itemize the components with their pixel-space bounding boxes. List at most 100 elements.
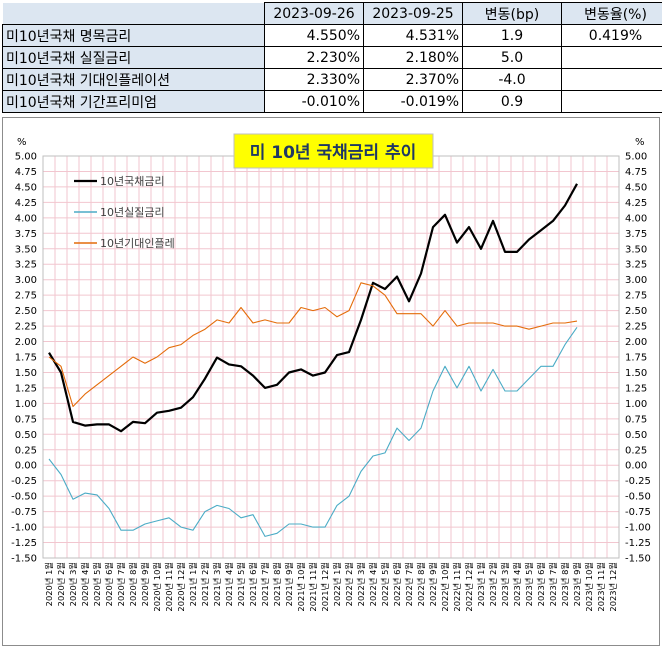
y-tick-label-left: 4.25 <box>15 198 37 209</box>
x-tick-label: 2023년 6월 <box>536 562 546 606</box>
table-cell <box>561 68 662 91</box>
series-line <box>48 183 578 433</box>
x-tick-label: 2022년 11월 <box>452 562 462 612</box>
x-tick-label: 2020년 11월 <box>164 562 174 612</box>
x-tick-label: 2020년 1월 <box>44 562 54 606</box>
table-cell: 2.230% <box>264 46 364 69</box>
table-cell: -0.019% <box>363 90 463 113</box>
x-tick-label: 2020년 7월 <box>116 562 126 606</box>
chart-container: 5.00 4.75 4.50 4.25 4.00 3.75 3.50 3.25 3.00 2.75… <box>2 117 660 646</box>
y-tick-label-right: 4.25 <box>625 198 647 209</box>
x-tick-label: 2021년 1월 <box>188 562 198 606</box>
y-tick-label-left: 1.25 <box>15 383 37 394</box>
y-tick-label-right: 3.75 <box>625 229 647 240</box>
y-tick-label-left: 3.00 <box>15 275 37 286</box>
table-header-row: 2023-09-26 2023-09-25 변동(bp) 변동율(%) <box>2 2 662 25</box>
x-tick-label: 2023년 2월 <box>488 562 498 606</box>
table-header-cell: 변동(bp) <box>462 2 562 25</box>
table-cell: 0.419% <box>561 24 662 47</box>
x-tick-label: 2020년 4월 <box>80 562 90 606</box>
y-tick-label-right: 5.00 <box>625 152 647 163</box>
table-row: 미10년국채 명목금리 4.550% 4.531% 1.9 0.419% <box>2 24 662 47</box>
y-tick-label-right: -1.25 <box>625 538 651 549</box>
x-tick-label: 2023년 9월 <box>572 562 582 606</box>
x-tick-label: 2022년 1월 <box>332 562 342 606</box>
table-cell <box>561 46 662 69</box>
table-row-label: 미10년국채 기대인플레이션 <box>2 68 265 91</box>
x-tick-label: 2020년 6월 <box>104 562 114 606</box>
y-tick-label-left: -0.25 <box>11 476 37 487</box>
y-tick-label-right: 0.75 <box>625 414 647 425</box>
legend-label: 10년국채금리 <box>100 175 165 188</box>
y-tick-label-right: 3.50 <box>625 244 647 255</box>
x-tick-label: 2022년 4월 <box>368 562 378 606</box>
x-tick-label: 2022년 2월 <box>344 562 354 606</box>
x-tick-label: 2023년 8월 <box>560 562 570 606</box>
y-tick-label-right: -1.00 <box>625 523 651 534</box>
x-tick-label: 2021년 11월 <box>308 562 318 612</box>
x-tick-label: 2023년 12월 <box>608 562 618 612</box>
x-tick-label: 2021년 12월 <box>320 562 330 612</box>
y-tick-label-left: 0.75 <box>15 414 37 425</box>
chart-legend: 10년국채금리 10년실질금리 10년기대인플레 <box>74 175 175 250</box>
x-tick-label: 2023년 11월 <box>596 562 606 612</box>
table-cell: 2.180% <box>363 46 463 69</box>
x-axis: 2020년 1월 2020년 2월 2020년 3월 2020년 4월 2020년 5월… <box>44 562 618 612</box>
y-tick-label-left: 4.75 <box>15 167 37 178</box>
chart-title: 미 10년 국채금리 추이 <box>250 143 417 163</box>
y-tick-label-left: 0.50 <box>15 430 37 441</box>
x-tick-label: 2023년 4월 <box>512 562 522 606</box>
y-tick-label-right: 1.75 <box>625 353 647 364</box>
x-tick-label: 2020년 12월 <box>176 562 186 612</box>
y-tick-label-right: 0.50 <box>625 430 647 441</box>
legend-label: 10년실질금리 <box>100 206 165 219</box>
table-cell: -4.0 <box>462 68 562 91</box>
y-tick-label-right: 2.00 <box>625 337 647 348</box>
table-row-label: 미10년국채 기간프리미엄 <box>2 90 265 113</box>
y-tick-label-right: -0.25 <box>625 476 651 487</box>
table-row-label: 미10년국채 명목금리 <box>2 24 265 47</box>
table-cell: 2.370% <box>363 68 463 91</box>
y-tick-label-left: 1.00 <box>15 399 37 410</box>
table-header-cell <box>2 2 265 25</box>
y-tick-label-left: 2.00 <box>15 337 37 348</box>
x-tick-label: 2023년 7월 <box>548 562 558 606</box>
x-tick-label: 2021년 3월 <box>212 562 222 606</box>
y-tick-label-left: 1.50 <box>15 368 37 379</box>
y-axis-left-unit: % <box>17 137 27 148</box>
x-tick-label: 2020년 3월 <box>68 562 78 606</box>
y-axis-right-unit: % <box>635 137 645 148</box>
x-tick-label: 2022년 5월 <box>380 562 390 606</box>
chart-title-box <box>233 133 434 169</box>
y-tick-label-left: 0.00 <box>15 461 37 472</box>
x-tick-label: 2023년 1월 <box>476 562 486 606</box>
x-tick-label: 2023년 3월 <box>500 562 510 606</box>
y-tick-label-right: 4.00 <box>625 213 647 224</box>
y-tick-label-left: 1.75 <box>15 353 37 364</box>
table-cell: 2.330% <box>264 68 364 91</box>
table-row: 미10년국채 기간프리미엄 -0.010% -0.019% 0.9 <box>2 90 662 113</box>
y-tick-label-right: -0.75 <box>625 507 651 518</box>
y-tick-label-left: -0.50 <box>11 492 37 503</box>
table-header-cell: 변동율(%) <box>561 2 662 25</box>
table-cell: 5.0 <box>462 46 562 69</box>
rates-table: 2023-09-26 2023-09-25 변동(bp) 변동율(%) 미10년… <box>2 2 662 113</box>
table-header-cell: 2023-09-26 <box>264 2 364 25</box>
y-tick-label-right: 3.25 <box>625 260 647 271</box>
x-tick-label: 2020년 2월 <box>56 562 66 606</box>
x-tick-label: 2022년 8월 <box>416 562 426 606</box>
table-cell <box>561 90 662 113</box>
table-cell: 4.550% <box>264 24 364 47</box>
y-tick-label-right: 4.75 <box>625 167 647 178</box>
x-tick-label: 2021년 2월 <box>200 562 210 606</box>
y-axis-right: 5.00 4.75 4.50 4.25 4.00 3.75 3.50 3.25 3.00 2.75… <box>625 152 651 565</box>
x-tick-label: 2021년 6월 <box>248 562 258 606</box>
y-tick-label-left: 4.00 <box>15 213 37 224</box>
y-tick-label-right: 0.25 <box>625 445 647 456</box>
table-cell: -0.010% <box>264 90 364 113</box>
x-tick-label: 2021년 5월 <box>236 562 246 606</box>
x-tick-label: 2023년 10월 <box>584 562 594 612</box>
y-tick-label-left: 4.50 <box>15 182 37 193</box>
y-tick-label-right: 2.75 <box>625 291 647 302</box>
y-tick-label-left: 2.50 <box>15 306 37 317</box>
